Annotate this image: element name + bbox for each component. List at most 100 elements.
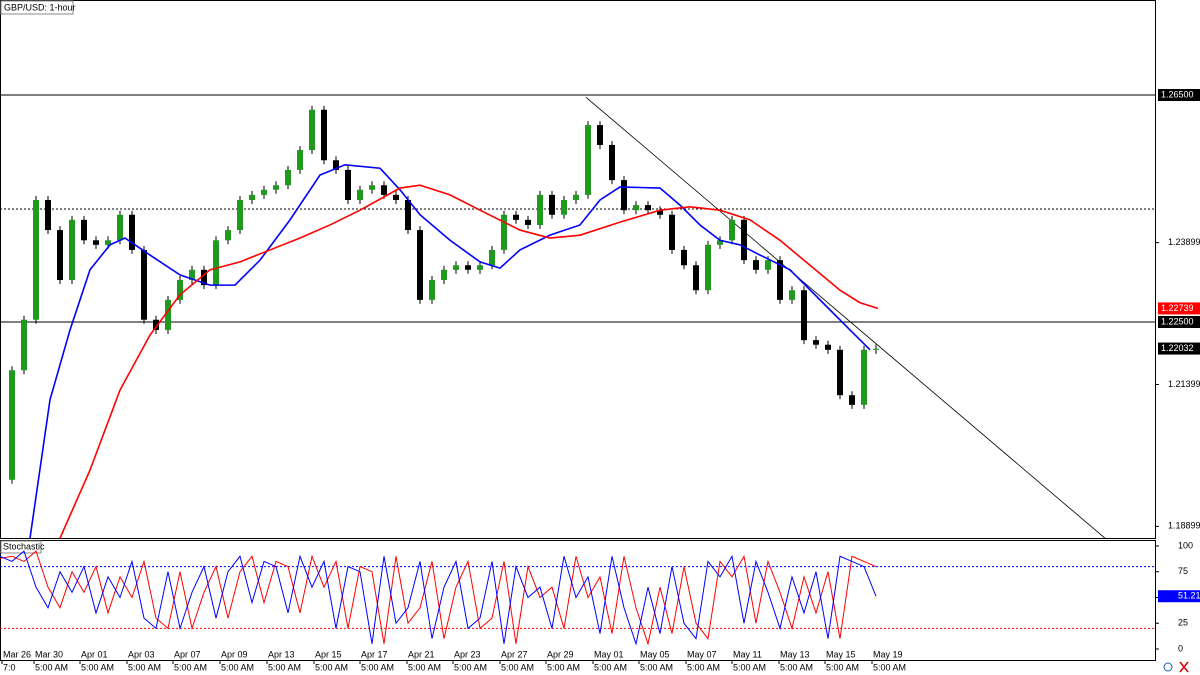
candle-body — [21, 319, 27, 371]
x-tick-sublabel: 5:00 AM — [501, 662, 534, 672]
indicator-y-tick-label: 100 — [1178, 540, 1193, 550]
candle-body — [105, 240, 111, 245]
candle-body — [189, 269, 195, 281]
candle-body — [33, 199, 39, 320]
indicator-title-box — [0, 540, 42, 554]
x-tick-sublabel: 5:00 AM — [780, 662, 813, 672]
x-tick-sublabel: 5:00 AM — [594, 662, 627, 672]
x-tick-label: May 01 — [594, 649, 624, 659]
candle-body — [429, 280, 435, 300]
candle-body — [81, 219, 87, 241]
indicator-value-label: 51.21 — [1178, 591, 1200, 601]
x-tick-sublabel: 5:00 AM — [640, 662, 673, 672]
indicator-title: Stochastic — [3, 541, 45, 551]
candle-body — [93, 240, 99, 245]
candle-body — [405, 199, 411, 231]
y-tick-label: 1.21399 — [1168, 379, 1200, 389]
x-tick-label: Apr 27 — [501, 649, 528, 659]
x-tick-sublabel: 5:00 AM — [873, 662, 906, 672]
indicator-line — [0, 550, 877, 646]
candle-body — [789, 290, 795, 300]
x-tick-label: May 15 — [826, 649, 856, 659]
x-tick-sublabel: 5:00 AM — [454, 662, 487, 672]
candle-body — [657, 210, 663, 215]
x-tick-sublabel: 7:0 — [3, 662, 16, 672]
x-tick-sublabel: 5:00 AM — [361, 662, 394, 672]
candle-body — [441, 269, 447, 281]
x-tick-sublabel: 5:00 AM — [81, 662, 114, 672]
x-tick-label: Apr 17 — [361, 649, 388, 659]
candle-body — [69, 219, 75, 281]
candle-body — [57, 230, 63, 281]
indicator-y-tick-label: 0 — [1178, 643, 1183, 653]
x-tick-sublabel: 5:00 AM — [174, 662, 207, 672]
candle-body — [357, 189, 363, 200]
candle-body — [261, 189, 267, 195]
candle-body — [165, 299, 171, 330]
level-label-box — [1158, 89, 1200, 102]
y-tick-label: 1.23899 — [1168, 237, 1200, 247]
x-tick-label: Apr 23 — [454, 649, 481, 659]
level-label: 1.22500 — [1161, 316, 1194, 326]
price-label-box — [1158, 302, 1200, 315]
candle-body — [549, 194, 555, 215]
indicator-frame — [0, 540, 1156, 661]
candle-body — [525, 219, 531, 225]
candle-body — [141, 249, 147, 320]
candle-body — [633, 205, 639, 211]
x-tick-sublabel: 5:00 AM — [35, 662, 68, 672]
candle-body — [741, 219, 747, 261]
candle-body — [849, 395, 855, 405]
candle-body — [225, 230, 231, 241]
candle-body — [369, 185, 375, 190]
candle-body — [465, 265, 471, 270]
candle-body — [873, 348, 879, 350]
title-box — [0, 0, 74, 15]
x-tick-label: Apr 15 — [315, 649, 342, 659]
candle-body — [9, 370, 15, 480]
candle-body — [705, 244, 711, 291]
x-tick-label: Mar 30 — [35, 649, 63, 659]
candle-body — [609, 144, 615, 181]
candle-body — [177, 280, 183, 300]
x-tick-label: Apr 21 — [408, 649, 435, 659]
x-tick-label: Apr 03 — [128, 649, 155, 659]
x-tick-sublabel: 5:00 AM — [128, 662, 161, 672]
icon[interactable] — [1179, 661, 1189, 673]
candle-body — [561, 199, 567, 215]
x-tick-label: May 07 — [687, 649, 717, 659]
x-tick-label: May 05 — [640, 649, 670, 659]
candle-body — [777, 260, 783, 300]
candle-body — [273, 185, 279, 190]
x-tick-label: Mar 26 — [3, 649, 31, 659]
x-tick-label: Apr 13 — [268, 649, 295, 659]
candle-body — [393, 194, 399, 200]
candle-body — [501, 214, 507, 250]
candle-body — [477, 265, 483, 270]
candle-body — [117, 214, 123, 241]
candle-body — [237, 199, 243, 231]
candle-body — [861, 349, 867, 405]
candle-body — [513, 214, 519, 220]
candle-body — [573, 194, 579, 200]
candle-body — [489, 249, 495, 266]
candle-body — [645, 205, 651, 211]
candle-body — [681, 249, 687, 266]
chart-title: GBP/USD: 1-hour — [4, 2, 76, 12]
price-label: 1.22032 — [1161, 343, 1194, 353]
candle-body — [381, 185, 387, 195]
price-label: 1.22739 — [1161, 303, 1194, 313]
x-tick-sublabel: 5:00 AM — [687, 662, 720, 672]
candle-body — [729, 219, 735, 241]
main-frame — [0, 0, 1156, 539]
candle-body — [285, 169, 291, 186]
corner-icons[interactable] — [1163, 661, 1189, 673]
level-label-box — [1158, 316, 1200, 329]
x-tick-sublabel: 5:00 AM — [315, 662, 348, 672]
indicator-value-box — [1158, 590, 1200, 603]
price-label-box — [1158, 342, 1200, 355]
icon[interactable] — [1163, 662, 1173, 672]
x-tick-label: Apr 07 — [174, 649, 201, 659]
